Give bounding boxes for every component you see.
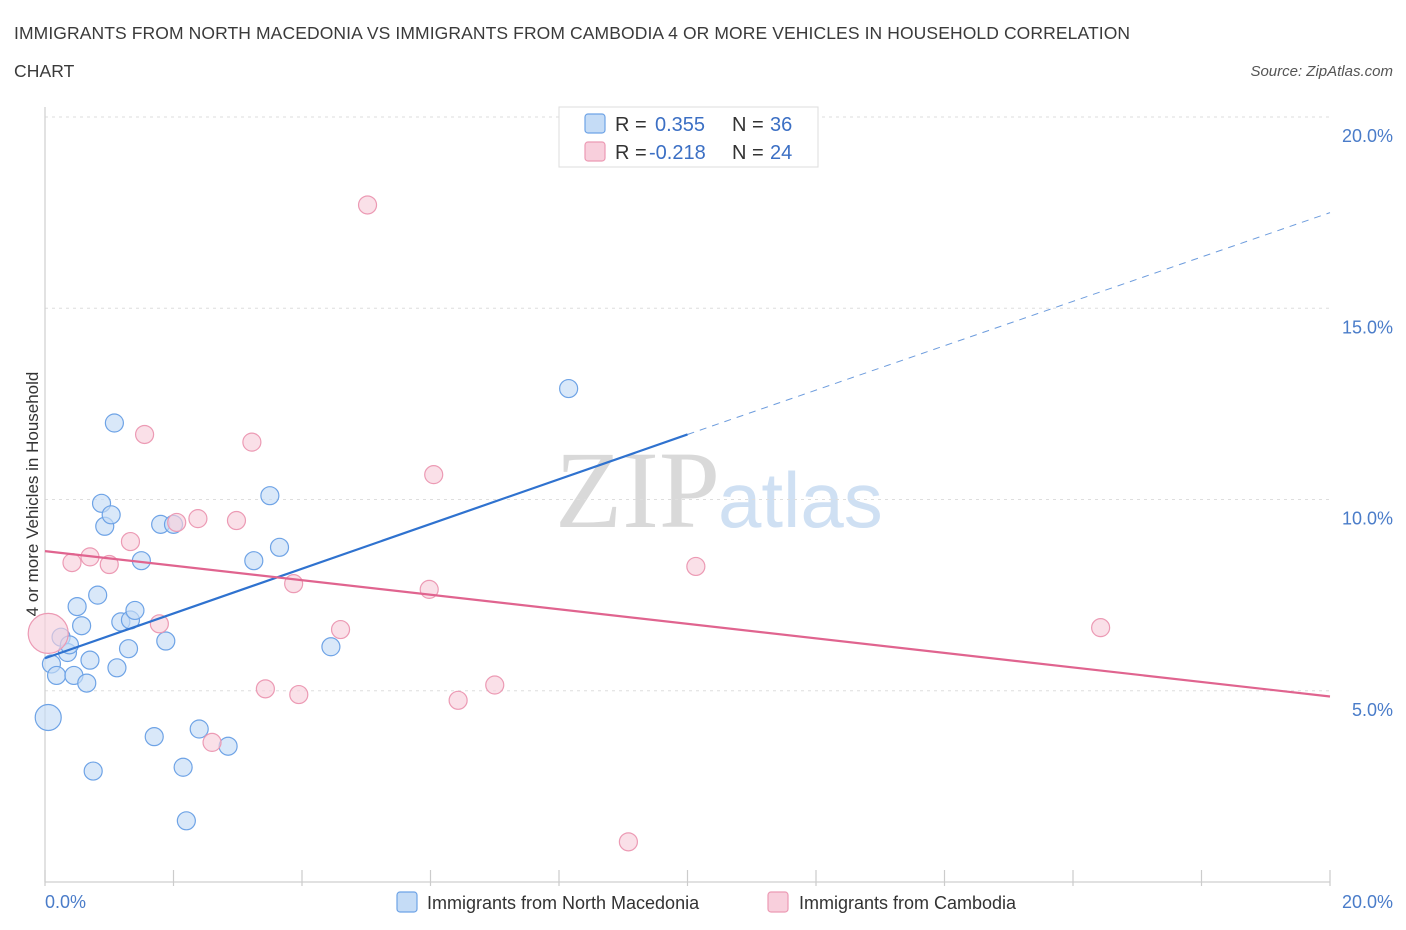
point-north-macedonia-0 — [34, 703, 62, 732]
y-tick-labels: 5.0% 10.0% 15.0% 20.0% — [1342, 126, 1393, 720]
trend-line-cambodia — [44, 550, 1331, 698]
point-north-macedonia-9 — [77, 673, 97, 693]
point-north-macedonia-23 — [144, 727, 164, 747]
point-north-macedonia-12 — [88, 585, 108, 605]
point-cambodia-21 — [618, 832, 638, 852]
point-cambodia-16 — [357, 195, 378, 215]
point-cambodia-23 — [1091, 618, 1111, 638]
legend-stats: R = 0.355 N = 36 R = -0.218 N = 24 — [558, 106, 819, 168]
trend-line-north-macedonia-extension — [687, 212, 1331, 435]
y-tick-label-10: 10.0% — [1342, 509, 1393, 529]
legend-r-value-2: -0.218 — [649, 142, 706, 164]
point-cambodia-0 — [27, 612, 69, 654]
point-cambodia-12 — [255, 679, 275, 699]
point-cambodia-15 — [330, 619, 351, 640]
point-north-macedonia-29 — [189, 719, 209, 739]
point-north-macedonia-2 — [46, 665, 67, 686]
point-cambodia-7 — [167, 512, 187, 533]
y-tick-label-15: 15.0% — [1342, 317, 1393, 337]
point-north-macedonia-25 — [156, 631, 176, 651]
point-cambodia-8 — [188, 509, 208, 529]
x-tick-label-max: 20.0% — [1342, 892, 1393, 912]
point-cambodia-13 — [284, 574, 304, 594]
point-cambodia-4 — [120, 531, 141, 552]
legend-swatch-north-macedonia — [584, 113, 606, 134]
y-tick-label-20: 20.0% — [1342, 126, 1393, 146]
series-cambodia-points — [27, 195, 1111, 852]
trend-line-north-macedonia — [44, 433, 688, 660]
point-north-macedonia-32 — [260, 486, 280, 506]
chart-title-line-1: IMMIGRANTS FROM NORTH MACEDONIA VS IMMIG… — [14, 23, 1130, 43]
point-cambodia-5 — [134, 424, 155, 445]
point-north-macedonia-28 — [176, 811, 196, 831]
point-north-macedonia-21 — [125, 600, 145, 621]
legend-r-value-1: 0.355 — [655, 114, 705, 136]
point-cambodia-18 — [424, 465, 444, 485]
chart-source: Source: ZipAtlas.com — [1250, 63, 1393, 80]
gridlines — [45, 116, 1330, 692]
point-north-macedonia-33 — [269, 537, 290, 557]
legend-r-label-2: R = — [615, 142, 647, 164]
point-cambodia-11 — [242, 432, 262, 452]
legend-n-value-1: 36 — [770, 114, 792, 136]
legend-n-label-2: N = — [732, 142, 764, 164]
point-cambodia-14 — [289, 684, 309, 705]
x-tick-label-min: 0.0% — [45, 892, 86, 912]
legend-series: Immigrants from North Macedonia Immigran… — [396, 891, 1017, 913]
point-north-macedonia-31 — [244, 551, 264, 571]
legend-n-value-2: 24 — [770, 142, 792, 164]
point-cambodia-1 — [62, 553, 82, 573]
point-cambodia-22 — [686, 556, 706, 577]
point-north-macedonia-19 — [118, 639, 139, 659]
point-north-macedonia-34 — [321, 637, 341, 657]
point-cambodia-20 — [485, 675, 505, 695]
point-north-macedonia-17 — [107, 658, 127, 678]
point-north-macedonia-30 — [218, 736, 238, 756]
point-cambodia-10 — [226, 510, 247, 531]
chart-title-line-2: CHART — [14, 61, 75, 81]
point-north-macedonia-27 — [173, 757, 193, 777]
point-north-macedonia-15 — [101, 505, 121, 525]
point-north-macedonia-11 — [83, 761, 103, 781]
legend-series-label-north-macedonia: Immigrants from North Macedonia — [427, 893, 700, 913]
point-cambodia-3 — [99, 554, 119, 575]
point-north-macedonia-16 — [104, 413, 124, 433]
legend-r-label-1: R = — [615, 114, 647, 136]
legend-series-swatch-cambodia — [767, 891, 789, 913]
legend-swatch-cambodia — [584, 141, 606, 162]
x-axis-ticks — [44, 870, 1331, 886]
watermark-zip: ZIP — [555, 429, 720, 551]
series-north-macedonia-points — [34, 378, 579, 831]
point-north-macedonia-35 — [559, 378, 579, 399]
point-north-macedonia-7 — [67, 596, 87, 617]
legend-n-label-1: N = — [732, 114, 764, 136]
y-tick-label-5: 5.0% — [1352, 700, 1393, 720]
legend-series-label-cambodia: Immigrants from Cambodia — [799, 893, 1017, 913]
y-axis-label: 4 or more Vehicles in Household — [23, 372, 42, 617]
legend-series-swatch-north-macedonia — [396, 891, 418, 913]
point-north-macedonia-10 — [80, 650, 100, 670]
point-cambodia-19 — [448, 690, 468, 710]
trend-lines — [44, 212, 1331, 698]
point-cambodia-9 — [202, 732, 222, 752]
point-north-macedonia-8 — [72, 616, 92, 636]
